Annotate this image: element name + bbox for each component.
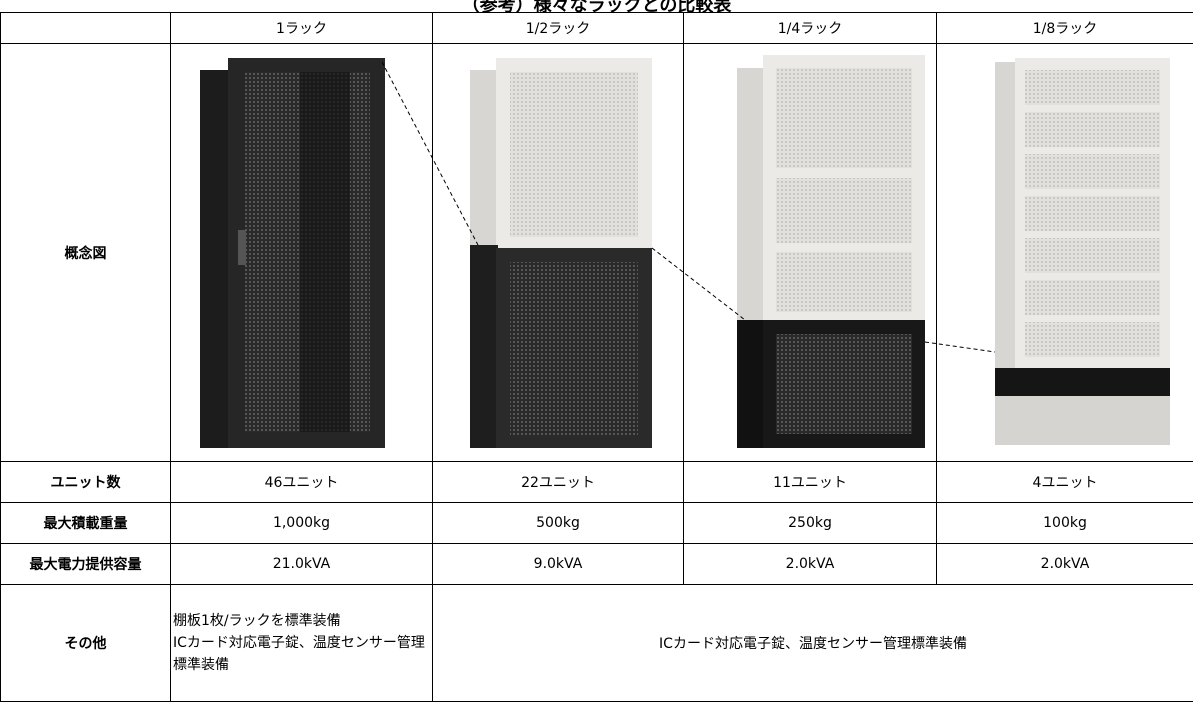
cell: 4ユニット	[937, 462, 1193, 503]
row-label: 最大積載重量	[1, 503, 171, 544]
column-header: 1/4ラック	[684, 13, 937, 44]
cell: 1,000kg	[171, 503, 433, 544]
image-row: 概念図	[1, 44, 1193, 462]
note: ICカード対応電子錠、温度センサー管理標準装備	[173, 632, 432, 676]
image-cell	[937, 44, 1193, 462]
column-header: 1/8ラック	[937, 13, 1193, 44]
cell: 100kg	[937, 503, 1193, 544]
row-label: ユニット数	[1, 462, 171, 503]
cell: 2.0kVA	[937, 544, 1193, 585]
column-header: 1/2ラック	[433, 13, 684, 44]
cell: 11ユニット	[684, 462, 937, 503]
row-label: 概念図	[1, 44, 171, 462]
cell: 22ユニット	[433, 462, 684, 503]
cell: 500kg	[433, 503, 684, 544]
corner-cell	[1, 13, 171, 44]
image-cell	[171, 44, 433, 462]
row-label: 最大電力提供容量	[1, 544, 171, 585]
cell: 21.0kVA	[171, 544, 433, 585]
column-header: 1ラック	[171, 13, 433, 44]
cell: 9.0kVA	[433, 544, 684, 585]
note: 棚板1枚/ラックを標準装備	[173, 610, 432, 632]
cell: 46ユニット	[171, 462, 433, 503]
comparison-table: 1ラック 1/2ラック 1/4ラック 1/8ラック 概念図 ユニット数 46ユニ…	[0, 12, 1193, 702]
cell: 250kg	[684, 503, 937, 544]
header-row: 1ラック 1/2ラック 1/4ラック 1/8ラック	[1, 13, 1193, 44]
image-cell	[684, 44, 937, 462]
merged-cell: ICカード対応電子錠、温度センサー管理標準装備	[433, 585, 1193, 702]
image-cell	[433, 44, 684, 462]
cell: 2.0kVA	[684, 544, 937, 585]
row-label: その他	[1, 585, 171, 702]
